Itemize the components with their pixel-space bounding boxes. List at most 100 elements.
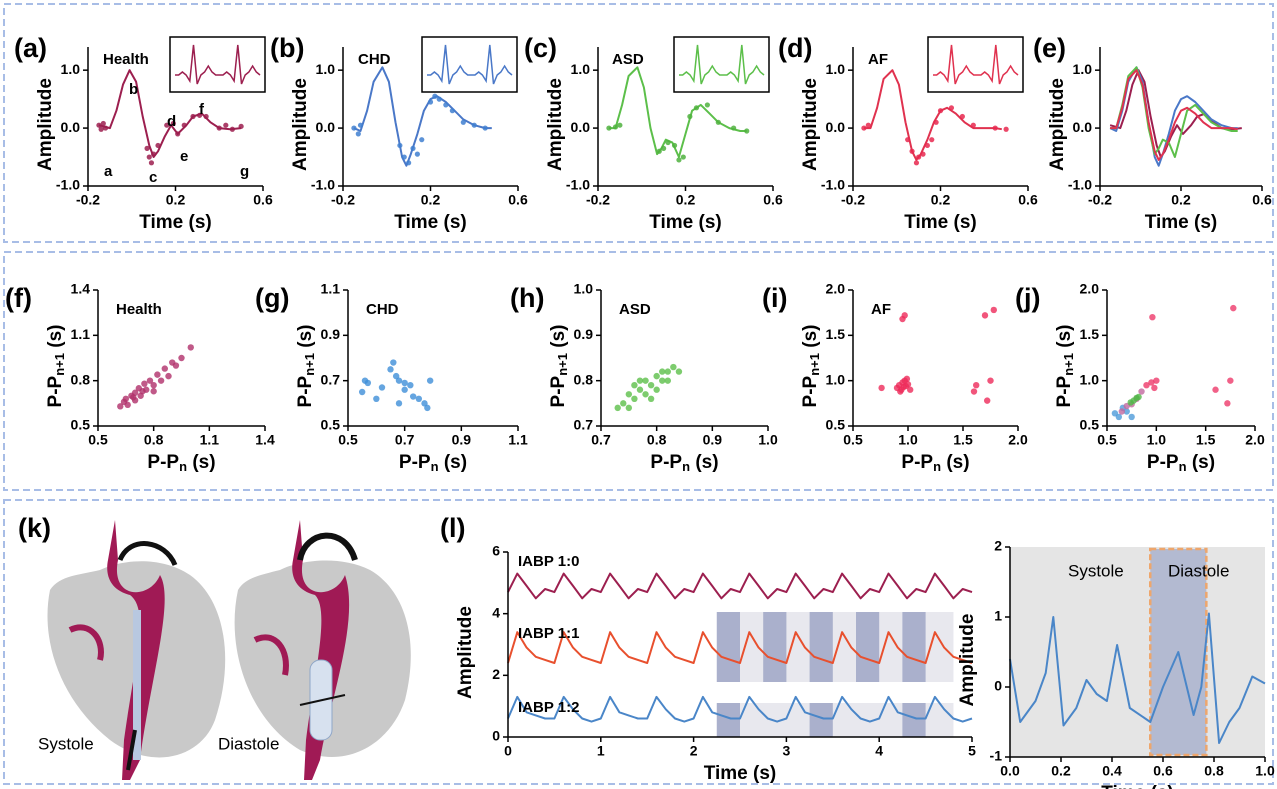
- point: [636, 377, 644, 384]
- x-tick-label: -0.2: [331, 192, 355, 208]
- y-axis-label-text: P-P: [1054, 375, 1075, 407]
- annotation: a: [104, 163, 113, 180]
- point: [612, 124, 619, 130]
- panel-label: (b): [270, 33, 304, 63]
- panel-label: (d): [778, 33, 812, 63]
- panel-label: (i): [762, 283, 787, 313]
- point: [907, 386, 914, 393]
- point: [647, 395, 655, 402]
- y-axis-label-text: P-P: [548, 375, 569, 407]
- line: [507, 695, 973, 723]
- panel-title: CHD: [358, 51, 391, 68]
- point: [903, 375, 911, 383]
- point: [378, 384, 386, 391]
- point: [642, 377, 649, 384]
- inset-trace: [175, 44, 261, 85]
- y-tick-label: 0.9: [574, 326, 594, 342]
- point: [970, 388, 978, 395]
- y-axis-label: Amplitude: [290, 78, 311, 171]
- annotation: g: [240, 163, 249, 180]
- point: [190, 113, 196, 120]
- point: [693, 105, 700, 111]
- flow-arrow: [117, 541, 178, 567]
- point: [436, 96, 442, 102]
- point: [148, 160, 155, 166]
- point: [443, 102, 449, 108]
- point: [150, 382, 157, 389]
- point: [653, 372, 660, 380]
- point: [901, 312, 908, 319]
- point: [631, 382, 638, 389]
- point: [665, 139, 671, 146]
- point: [471, 122, 477, 128]
- x-tick-label: 0.9: [703, 432, 723, 448]
- inset-frame: [673, 36, 770, 93]
- y-tick-label: 0: [492, 728, 500, 744]
- inflation-window: [763, 612, 787, 682]
- x-tick-label: 1.0: [898, 432, 918, 448]
- panel-label: (l): [440, 513, 465, 543]
- inflation-window: [856, 612, 880, 682]
- point: [395, 400, 403, 407]
- x-tick-label: 0.5: [843, 432, 863, 448]
- inflation-window: [716, 703, 740, 737]
- point: [1003, 126, 1009, 132]
- y-tick-label: 1.0: [826, 61, 846, 77]
- point: [427, 99, 434, 105]
- line: [353, 66, 492, 167]
- y-tick-label: 0: [994, 678, 1002, 694]
- x-tick-label: 1.0: [1255, 763, 1275, 779]
- point: [146, 154, 152, 160]
- x-tick-label: 0.8: [1204, 763, 1224, 779]
- point: [406, 160, 412, 166]
- point: [223, 122, 229, 128]
- x-tick-label: 0.0: [1000, 763, 1020, 779]
- y-tick-label: 4: [492, 604, 500, 620]
- panel-label: (h): [510, 283, 544, 313]
- point: [172, 362, 180, 369]
- annotation: f: [199, 101, 205, 118]
- x-tick-label: 0.2: [1051, 763, 1071, 779]
- point: [98, 126, 104, 132]
- y-tick-label: 2: [492, 666, 500, 682]
- x-tick-label: 0.5: [88, 432, 108, 448]
- y-tick-label: 0.8: [574, 371, 594, 387]
- x-axis-label-text: P-P: [399, 452, 431, 473]
- y-axis-label: P-Pn+1 (s): [1054, 325, 1076, 408]
- panel-label: (g): [255, 283, 289, 313]
- x-tick-label: -0.2: [841, 192, 865, 208]
- point: [625, 404, 633, 412]
- inset-frame: [169, 36, 266, 93]
- x-tick-label: 0.6: [1153, 763, 1173, 779]
- point: [187, 344, 194, 351]
- balloon-catheter: [133, 610, 141, 760]
- row-frame: [3, 251, 1274, 491]
- point: [904, 381, 912, 388]
- x-tick-label: 0.2: [166, 192, 186, 208]
- panel-title: AF: [868, 51, 888, 68]
- y-axis-label-unit: (s): [800, 325, 821, 354]
- x-axis-label: P-Pn (s): [1147, 452, 1215, 474]
- y-tick-label: -1.0: [311, 177, 335, 193]
- x-tick-label: 0.8: [144, 432, 164, 448]
- y-tick-label: -1.0: [821, 177, 845, 193]
- x-axis-label: Time (s): [704, 763, 777, 784]
- line: [1110, 66, 1238, 158]
- y-axis-label-sub: n+1: [52, 353, 67, 376]
- point: [992, 125, 998, 131]
- x-tick-label: 1.0: [1147, 432, 1167, 448]
- point: [143, 386, 150, 393]
- point: [647, 382, 655, 389]
- point: [390, 359, 397, 366]
- y-tick-label: 0.5: [71, 417, 91, 433]
- panel-label: (a): [14, 33, 47, 63]
- y-tick-label: -1.0: [56, 177, 80, 193]
- x-axis-label: P-Pn (s): [399, 452, 467, 474]
- vessel: [253, 634, 289, 676]
- x-tick-label: -0.2: [76, 192, 100, 208]
- point: [861, 125, 867, 131]
- panel-title: ASD: [612, 51, 644, 68]
- x-tick-label: 1.1: [200, 432, 220, 448]
- y-tick-label: 0.5: [826, 417, 846, 433]
- line: [98, 69, 242, 158]
